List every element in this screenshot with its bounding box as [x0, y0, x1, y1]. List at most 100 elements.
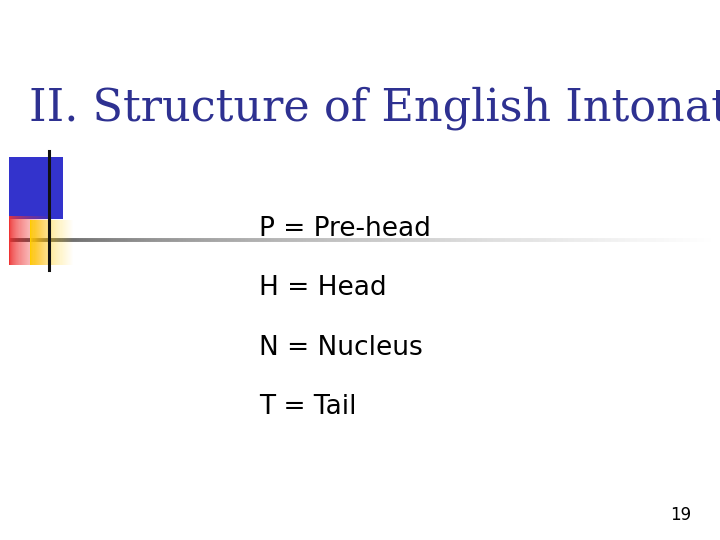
Bar — [63, 220, 65, 265]
Bar — [10, 157, 12, 219]
Bar — [14, 157, 15, 219]
Bar — [28, 216, 29, 265]
Bar — [20, 216, 22, 265]
Bar — [41, 216, 42, 265]
Bar — [10, 216, 11, 265]
Bar — [11, 216, 12, 265]
Bar — [65, 220, 66, 265]
Bar — [60, 220, 61, 265]
Bar — [33, 216, 35, 265]
Bar — [12, 216, 13, 265]
Bar — [60, 157, 61, 219]
Bar — [52, 157, 53, 219]
Bar — [46, 157, 48, 219]
Bar — [32, 220, 34, 265]
Bar — [35, 216, 36, 265]
Bar — [40, 157, 41, 219]
Bar — [22, 157, 24, 219]
Bar — [66, 220, 67, 265]
Bar — [26, 216, 27, 265]
Bar — [36, 216, 37, 265]
Bar — [36, 220, 37, 265]
Bar — [54, 220, 55, 265]
Bar — [45, 157, 47, 219]
Bar — [50, 216, 52, 265]
Bar — [53, 220, 54, 265]
Bar — [13, 216, 14, 265]
Bar — [35, 220, 36, 265]
Bar — [17, 216, 19, 265]
Bar — [56, 220, 58, 265]
Bar — [48, 220, 49, 265]
Text: N = Nucleus: N = Nucleus — [259, 335, 423, 361]
Bar — [58, 220, 59, 265]
Text: T = Tail: T = Tail — [259, 394, 356, 420]
Bar — [17, 157, 18, 219]
Bar — [29, 216, 30, 265]
Bar — [55, 220, 56, 265]
Bar — [41, 157, 42, 219]
Bar — [24, 216, 26, 265]
Bar — [38, 216, 39, 265]
Bar — [37, 157, 38, 219]
Bar — [58, 157, 60, 219]
Bar — [67, 220, 68, 265]
Bar — [37, 220, 38, 265]
Bar — [52, 220, 53, 265]
Bar — [30, 157, 32, 219]
Bar — [19, 157, 21, 219]
Bar — [45, 220, 46, 265]
Bar — [29, 157, 30, 219]
Bar — [69, 220, 71, 265]
Bar — [26, 157, 27, 219]
Bar — [13, 157, 14, 219]
Bar — [39, 216, 40, 265]
Bar — [16, 216, 17, 265]
Bar — [45, 216, 46, 265]
Bar — [21, 157, 22, 219]
Bar — [46, 220, 48, 265]
Bar — [61, 157, 63, 219]
Bar — [43, 220, 44, 265]
Bar — [23, 216, 24, 265]
Bar — [9, 216, 10, 265]
Bar — [56, 157, 58, 219]
Bar — [22, 216, 23, 265]
Bar — [40, 220, 41, 265]
Bar — [50, 220, 52, 265]
Text: 19: 19 — [670, 506, 691, 524]
Bar — [27, 216, 28, 265]
Bar — [71, 220, 72, 265]
Bar — [27, 157, 29, 219]
Bar — [9, 157, 10, 219]
Bar — [36, 157, 37, 219]
Bar — [61, 220, 63, 265]
Bar — [30, 220, 32, 265]
Bar — [50, 157, 52, 219]
Bar — [12, 157, 13, 219]
Text: P = Pre-head: P = Pre-head — [259, 216, 431, 242]
Bar — [35, 157, 36, 219]
Bar — [41, 220, 42, 265]
Bar — [33, 220, 35, 265]
Bar — [48, 216, 49, 265]
Bar — [38, 157, 40, 219]
Bar — [40, 216, 41, 265]
Bar — [9, 157, 63, 219]
Bar — [43, 216, 44, 265]
Bar — [32, 216, 33, 265]
Bar — [30, 216, 32, 265]
Bar — [72, 220, 73, 265]
Bar — [24, 157, 26, 219]
Bar — [14, 216, 15, 265]
Bar — [46, 216, 48, 265]
Bar — [15, 157, 17, 219]
Bar — [42, 220, 43, 265]
Bar — [53, 157, 55, 219]
Bar — [42, 216, 43, 265]
Bar — [15, 216, 16, 265]
Bar — [49, 216, 50, 265]
Text: H = Head: H = Head — [259, 275, 387, 301]
Bar — [55, 157, 56, 219]
Bar — [37, 216, 38, 265]
